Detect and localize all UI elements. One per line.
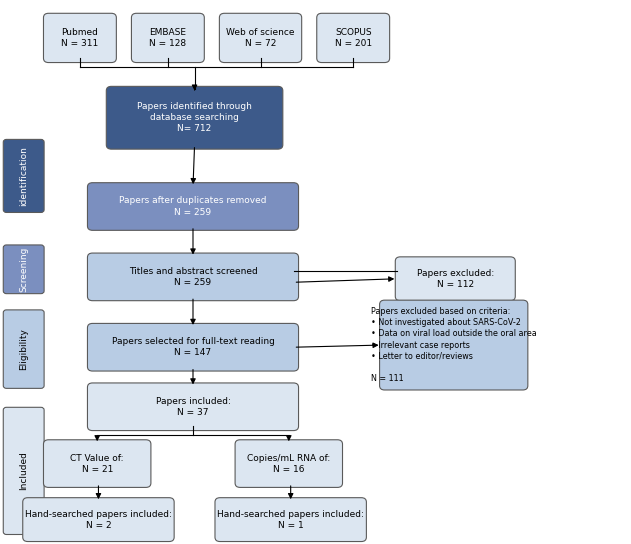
Text: EMBASE
N = 128: EMBASE N = 128 [150,28,186,48]
FancyBboxPatch shape [44,440,151,487]
FancyBboxPatch shape [88,324,298,371]
Text: Web of science
N = 72: Web of science N = 72 [227,28,295,48]
Text: Screening: Screening [19,246,28,292]
FancyBboxPatch shape [23,498,174,541]
Text: Papers identified through
database searching
N= 712: Papers identified through database searc… [137,102,252,133]
Text: Eligibility: Eligibility [19,328,28,370]
FancyBboxPatch shape [3,407,44,535]
Text: identification: identification [19,146,28,206]
FancyBboxPatch shape [215,498,367,541]
Text: Hand-searched papers included:
N = 1: Hand-searched papers included: N = 1 [217,510,364,530]
Text: Pubmed
N = 311: Pubmed N = 311 [61,28,98,48]
FancyBboxPatch shape [380,300,528,390]
FancyBboxPatch shape [220,13,302,63]
Text: Hand-searched papers included:
N = 2: Hand-searched papers included: N = 2 [25,510,172,530]
FancyBboxPatch shape [106,86,283,149]
Text: Copies/mL RNA of:
N = 16: Copies/mL RNA of: N = 16 [247,454,331,474]
Text: Included: Included [19,452,28,490]
Text: Titles and abstract screened
N = 259: Titles and abstract screened N = 259 [129,267,257,287]
FancyBboxPatch shape [88,253,298,301]
FancyBboxPatch shape [88,383,298,431]
Text: Papers excluded:
N = 112: Papers excluded: N = 112 [416,269,494,289]
Text: Papers after duplicates removed
N = 259: Papers after duplicates removed N = 259 [119,196,267,217]
FancyBboxPatch shape [3,245,44,294]
FancyBboxPatch shape [131,13,204,63]
Text: CT Value of:
N = 21: CT Value of: N = 21 [71,454,124,474]
FancyBboxPatch shape [44,13,116,63]
Text: Papers excluded based on criteria:
• Not investigated about SARS-CoV-2
• Data on: Papers excluded based on criteria: • Not… [371,307,536,383]
FancyBboxPatch shape [395,257,516,301]
Text: SCOPUS
N = 201: SCOPUS N = 201 [334,28,372,48]
FancyBboxPatch shape [88,183,298,230]
FancyBboxPatch shape [3,310,44,388]
FancyBboxPatch shape [235,440,343,487]
FancyBboxPatch shape [317,13,389,63]
FancyBboxPatch shape [3,139,44,213]
Text: Papers selected for full-text reading
N = 147: Papers selected for full-text reading N … [112,337,274,357]
Text: Papers included:
N = 37: Papers included: N = 37 [156,397,230,417]
